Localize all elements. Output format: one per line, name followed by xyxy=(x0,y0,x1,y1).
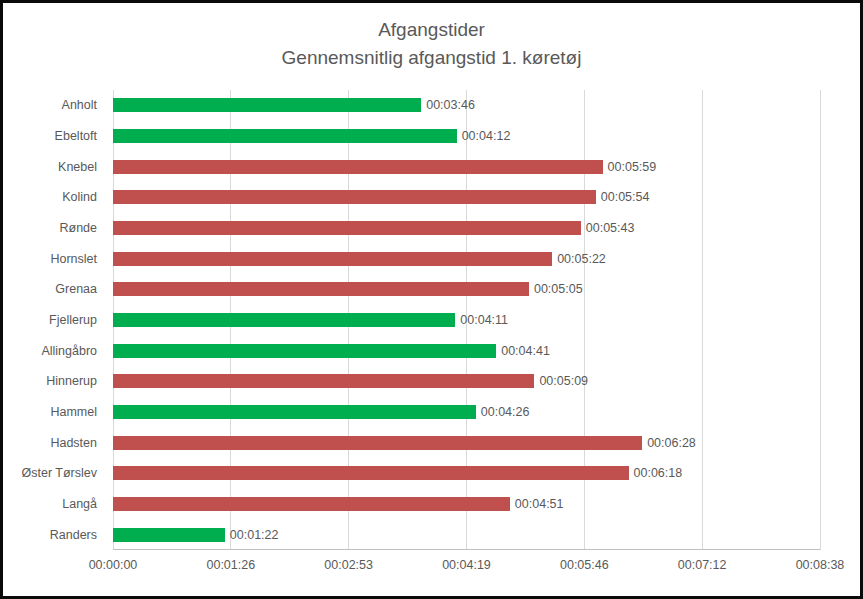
category-label: Grenaa xyxy=(3,274,106,305)
bar-row: 00:04:26 xyxy=(113,397,820,428)
x-tick-label: 00:07:12 xyxy=(678,558,727,572)
category-label: Fjellerup xyxy=(3,305,106,336)
bar-value-label: 00:05:54 xyxy=(601,190,650,204)
x-axis-line xyxy=(113,549,820,550)
bar xyxy=(113,129,457,143)
bar-row: 00:05:05 xyxy=(113,274,820,305)
category-label: Langå xyxy=(3,489,106,520)
bar-row: 00:05:22 xyxy=(113,243,820,274)
bar xyxy=(113,98,421,112)
bar-value-label: 00:05:09 xyxy=(539,374,588,388)
x-tick-label: 00:00:00 xyxy=(89,558,138,572)
category-label: Anholt xyxy=(3,90,106,121)
bar-value-label: 00:01:22 xyxy=(230,528,279,542)
bar xyxy=(113,374,534,388)
category-label: Randers xyxy=(3,519,106,550)
bar xyxy=(113,282,529,296)
bar xyxy=(113,190,596,204)
bar-value-label: 00:05:59 xyxy=(608,160,657,174)
chart-title-block: Afgangstider Gennemsnitlig afgangstid 1.… xyxy=(3,16,860,72)
chart-title: Afgangstider xyxy=(3,16,860,44)
bar-value-label: 00:05:05 xyxy=(534,282,583,296)
x-axis-labels: 00:00:0000:01:2600:02:5300:04:1900:05:46… xyxy=(113,554,820,576)
bar-row: 00:04:11 xyxy=(113,305,820,336)
bar xyxy=(113,497,510,511)
bar-value-label: 00:05:22 xyxy=(557,252,606,266)
bar-row: 00:04:12 xyxy=(113,121,820,152)
plot-area: 00:03:46 00:04:12 00:05:59 00:05:54 00:05:43… xyxy=(113,90,820,550)
y-axis-labels: AnholtEbeltoftKnebelKolindRøndeHornsletG… xyxy=(3,90,106,550)
bar-value-label: 00:04:51 xyxy=(515,497,564,511)
category-label: Allingåbro xyxy=(3,335,106,366)
bar-value-label: 00:04:11 xyxy=(460,313,508,327)
chart-subtitle: Gennemsnitlig afgangstid 1. køretøj xyxy=(3,44,860,72)
bar-row: 00:06:18 xyxy=(113,458,820,489)
bar xyxy=(113,344,496,358)
bar-rows: 00:03:46 00:04:12 00:05:59 00:05:54 00:05:43… xyxy=(113,90,820,550)
bar-row: 00:04:51 xyxy=(113,489,820,520)
bar-row: 00:04:41 xyxy=(113,335,820,366)
bar-row: 00:06:28 xyxy=(113,427,820,458)
category-label: Kolind xyxy=(3,182,106,213)
category-label: Hammel xyxy=(3,397,106,428)
bar-row: 00:05:09 xyxy=(113,366,820,397)
category-label: Knebel xyxy=(3,151,106,182)
bar xyxy=(113,436,642,450)
bar-value-label: 00:06:18 xyxy=(634,466,683,480)
bar-value-label: 00:04:26 xyxy=(481,405,530,419)
category-label: Hadsten xyxy=(3,427,106,458)
x-tick-label: 00:04:19 xyxy=(442,558,491,572)
bar-row: 00:05:43 xyxy=(113,213,820,244)
bar xyxy=(113,160,603,174)
bar-row: 00:03:46 xyxy=(113,90,820,121)
bar xyxy=(113,405,476,419)
category-label: Ebeltoft xyxy=(3,121,106,152)
category-label: Øster Tørslev xyxy=(3,458,106,489)
bar-value-label: 00:05:43 xyxy=(586,221,635,235)
category-label: Hinnerup xyxy=(3,366,106,397)
bar-value-label: 00:04:41 xyxy=(501,344,550,358)
category-label: Hornslet xyxy=(3,243,106,274)
bar xyxy=(113,252,552,266)
bar-row: 00:05:59 xyxy=(113,151,820,182)
category-label: Rønde xyxy=(3,213,106,244)
x-tick-label: 00:01:26 xyxy=(206,558,255,572)
bar-row: 00:05:54 xyxy=(113,182,820,213)
x-tick-label: 00:05:46 xyxy=(560,558,609,572)
bar xyxy=(113,221,581,235)
chart-frame: Afgangstider Gennemsnitlig afgangstid 1.… xyxy=(0,0,863,599)
bar xyxy=(113,313,455,327)
bar xyxy=(113,528,225,542)
x-tick-label: 00:02:53 xyxy=(324,558,373,572)
x-tick-label: 00:08:38 xyxy=(796,558,845,572)
bar-value-label: 00:03:46 xyxy=(426,98,475,112)
bar-value-label: 00:04:12 xyxy=(462,129,511,143)
bar xyxy=(113,466,629,480)
bar-value-label: 00:06:28 xyxy=(647,436,696,450)
bar-row: 00:01:22 xyxy=(113,519,820,550)
